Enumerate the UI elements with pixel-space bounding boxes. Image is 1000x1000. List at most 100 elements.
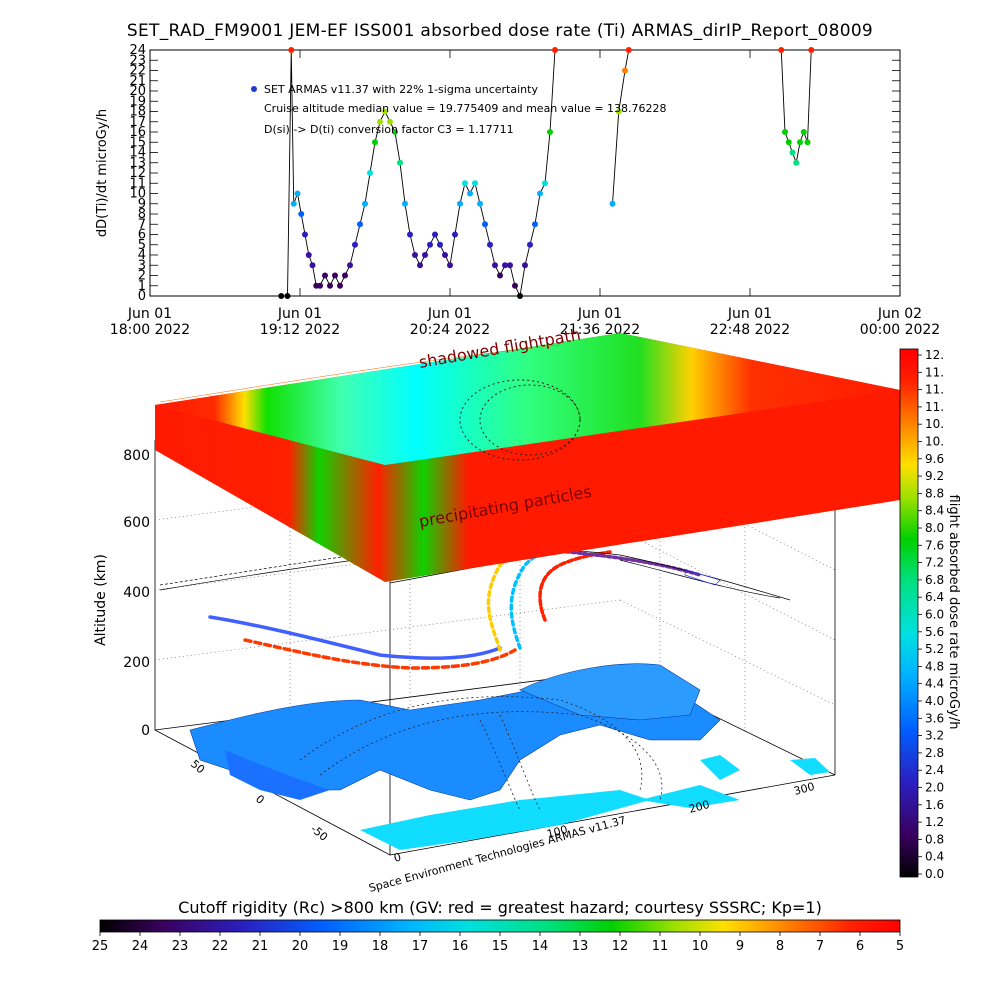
legend-marker (251, 86, 257, 92)
floor-ground-tracks (299, 696, 663, 811)
y-tick-label: 9 (138, 197, 146, 212)
dose-colorbar-tick-label: 6.4 (925, 590, 944, 604)
dose-data-point (472, 180, 478, 187)
dose-data-point (288, 47, 295, 53)
rigidity-colorbar-tick-label: 11 (652, 939, 669, 954)
dose-series-line (612, 49, 630, 204)
dose-data-point (387, 118, 393, 125)
dose-data-point (517, 293, 523, 299)
x-tick-label: Jun 01 (577, 306, 622, 322)
dose-data-point (357, 221, 363, 228)
dose-colorbar-tick-label: 0.0 (925, 867, 944, 881)
dose-data-point (417, 262, 423, 269)
y-tick-label: 22 (129, 64, 146, 79)
x-tick-label: Jun 01 (277, 306, 322, 322)
dose-data-point (442, 252, 448, 258)
dose-colorbar-tick-label: 2.4 (925, 763, 944, 777)
rigidity-colorbar (99, 919, 901, 933)
dose-data-point (625, 47, 632, 53)
dose-data-point (372, 139, 378, 146)
dose-colorbar-tick-label: 5.6 (925, 625, 944, 639)
dose-data-point (290, 200, 297, 207)
dose-data-point (317, 282, 323, 289)
latitude-tick: 0 (253, 792, 267, 806)
dose-data-point (392, 129, 398, 135)
altitude-tick: 0 (141, 723, 150, 739)
dose-data-point (547, 129, 553, 135)
y-tick-label: 0 (138, 289, 146, 304)
longitude-tick: 0 (392, 851, 402, 865)
annotation-conversion-factor: D(si) -> D(ti) conversion factor C3 = 1.… (264, 123, 514, 136)
rigidity-colorbar-tick-label: 8 (776, 939, 784, 954)
rigidity-colorbar-label: Cutoff rigidity (Rc) >800 km (GV: red = … (178, 898, 822, 917)
top-y-axis-label: dD(Ti)/dt microGy/h (95, 109, 110, 237)
y-tick-label: 24 (129, 43, 146, 58)
y-tick-label: 20 (129, 84, 146, 99)
y-tick-label: 15 (129, 135, 146, 150)
rigidity-colorbar-tick-label: 6 (856, 939, 864, 954)
y-tick-label: 6 (138, 228, 146, 243)
dose-colorbar-tick-label: 6.8 (925, 573, 944, 587)
dose-colorbar-tick-label: 2.0 (925, 781, 944, 795)
latitude-tick: -50 (308, 822, 330, 844)
dose-colorbar-tick-label: 1.2 (925, 815, 944, 829)
dose-data-point (785, 139, 792, 146)
dose-data-point (507, 262, 513, 269)
dose-colorbar-tick-label: 7.2 (925, 556, 944, 570)
dose-colorbar-tick-label: 11. (925, 400, 944, 414)
dose-colorbar-tick-label: 12. (925, 348, 944, 362)
dose-data-point (452, 231, 458, 238)
dose-data-point (402, 200, 408, 207)
dose-colorbar-tick-label: 10. (925, 435, 944, 449)
dose-data-point (382, 108, 388, 115)
longitude-tick: 200 (687, 798, 711, 816)
dose-data-point (278, 293, 285, 299)
dose-colorbar-tick-label: 7.6 (925, 538, 944, 552)
x-tick-label: 00:00 2022 (860, 322, 940, 338)
y-tick-label: 8 (138, 207, 146, 222)
dose-data-point (609, 200, 616, 207)
rigidity-colorbar-tick-label: 20 (292, 939, 309, 954)
rigidity-colorbar-tick-label: 12 (612, 939, 629, 954)
dose-data-point (552, 47, 558, 53)
dose-data-point (482, 221, 488, 228)
rigidity-colorbar-tick-label: 21 (252, 939, 269, 954)
longitude-ticks: 0 100 200 300 (392, 780, 816, 865)
x-tick-label: 22:48 2022 (710, 322, 790, 338)
world-map (189, 663, 830, 850)
y-tick-label: 19 (129, 94, 146, 109)
y-tick-label: 16 (129, 125, 146, 140)
x-tick-label: Jun 02 (877, 306, 922, 322)
dose-data-point (309, 262, 316, 269)
dose-data-point (302, 231, 308, 238)
dose-data-point (793, 159, 800, 166)
rigidity-colorbar-tick-label: 5 (896, 939, 904, 954)
dose-colorbar-tick-label: 8.0 (925, 521, 944, 535)
y-tick-label: 13 (129, 156, 146, 171)
rigidity-colorbar-tick-label: 25 (92, 939, 109, 954)
rigidity-colorbar-tick-label: 24 (132, 939, 149, 954)
rigidity-colorbar-tick-label: 19 (332, 939, 349, 954)
rigidity-colorbar-tick-label: 23 (172, 939, 189, 954)
dose-colorbar-tick-label: 4.0 (925, 694, 944, 708)
y-tick-label: 4 (138, 248, 146, 263)
dose-data-point (362, 200, 368, 207)
y-tick-label: 18 (129, 105, 146, 120)
y-tick-label: 3 (138, 258, 146, 273)
dose-data-point (342, 272, 348, 279)
y-tick-label: 14 (129, 146, 146, 161)
dose-colorbar-tick-label: 8.8 (925, 486, 944, 500)
y-tick-label: 1 (138, 279, 146, 294)
dose-data-point (800, 129, 807, 135)
x-tick-label: Jun 01 (427, 306, 472, 322)
dose-data-point (412, 252, 418, 258)
dose-data-point (532, 221, 538, 228)
dose-data-point (422, 252, 428, 258)
dose-data-point (407, 231, 413, 238)
rigidity-colorbar-tick-label: 18 (372, 939, 389, 954)
dose-data-point (352, 241, 358, 248)
y-tick-label: 21 (129, 74, 146, 89)
y-tick-label: 5 (138, 238, 146, 253)
dose-data-point (337, 282, 343, 289)
dose-slab (155, 333, 900, 582)
